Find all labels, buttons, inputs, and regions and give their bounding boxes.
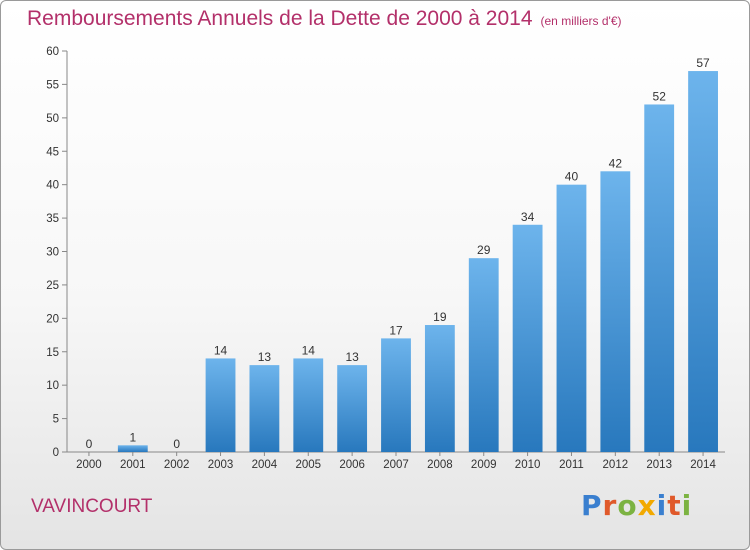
data-label: 19 <box>433 310 447 324</box>
chart-title-text: Remboursements Annuels de la Dette de 20… <box>27 7 533 30</box>
bar-2013 <box>644 104 675 452</box>
x-tick-label: 2003 <box>208 459 234 471</box>
x-tick-label: 2001 <box>120 459 146 471</box>
bar-2009 <box>468 258 499 452</box>
y-tick-label: 50 <box>46 113 59 125</box>
bar-2006 <box>337 365 368 452</box>
data-label: 17 <box>389 323 403 337</box>
y-tick-label: 25 <box>46 280 59 292</box>
x-tick-label: 2009 <box>471 459 497 471</box>
data-label: 1 <box>129 430 136 444</box>
y-tick-label: 15 <box>46 347 59 359</box>
x-tick-label: 2010 <box>515 459 541 471</box>
data-label: 0 <box>86 437 93 451</box>
bar-2001 <box>117 445 148 452</box>
logo-letter: P <box>581 489 603 522</box>
data-label: 52 <box>653 89 667 103</box>
logo-letter: t <box>667 489 682 522</box>
x-tick-label: 2007 <box>383 459 409 471</box>
x-tick-label: 2004 <box>252 459 278 471</box>
data-label: 29 <box>477 243 491 257</box>
commune-name: VAVINCOURT <box>31 496 153 517</box>
logo-letter: o <box>617 489 638 522</box>
x-tick-label: 2002 <box>164 459 190 471</box>
data-label: 0 <box>173 437 180 451</box>
bar-2011 <box>556 184 587 452</box>
x-tick-label: 2008 <box>427 459 453 471</box>
logo-letter: i <box>656 489 668 522</box>
y-tick-label: 40 <box>46 180 59 192</box>
x-tick-label: 2014 <box>690 459 716 471</box>
x-tick-label: 2012 <box>603 459 629 471</box>
logo-letter: r <box>602 489 618 522</box>
bar-2003 <box>205 358 236 452</box>
data-label: 42 <box>609 156 623 170</box>
chart-subtitle: (en milliers d'€) <box>540 14 622 28</box>
y-tick-label: 10 <box>46 380 59 392</box>
x-tick-label: 2011 <box>559 459 584 471</box>
x-tick-label: 2000 <box>76 459 102 471</box>
chart-title: Remboursements Annuels de la Dette de 20… <box>27 7 622 31</box>
y-tick-label: 5 <box>53 414 59 426</box>
x-tick-label: 2006 <box>339 459 365 471</box>
y-tick-label: 0 <box>53 447 59 459</box>
y-tick-label: 30 <box>46 247 59 259</box>
logo-letter: x <box>637 489 657 522</box>
x-tick-label: 2005 <box>295 459 321 471</box>
bar-2005 <box>293 358 324 452</box>
data-label: 13 <box>258 350 272 364</box>
x-tick-label: 2013 <box>646 459 672 471</box>
bar-2007 <box>381 338 411 452</box>
y-tick-label: 35 <box>46 213 59 225</box>
y-tick-label: 55 <box>46 79 59 91</box>
data-label: 57 <box>696 56 710 70</box>
data-label: 13 <box>345 350 359 364</box>
data-label: 14 <box>302 343 316 357</box>
proxiti-logo: Proxiti <box>581 489 692 522</box>
chart-bars <box>117 71 718 453</box>
bar-2008 <box>424 325 455 452</box>
data-label: 40 <box>565 170 579 184</box>
bar-2014 <box>688 71 718 453</box>
data-label: 14 <box>214 343 228 357</box>
bar-2004 <box>249 365 280 452</box>
bar-2012 <box>600 171 631 453</box>
y-tick-label: 60 <box>46 46 59 58</box>
y-tick-label: 45 <box>46 146 59 158</box>
chart-labels: 2000 0 2001 1 2002 0 2003 14 2004 13 2005 14 2006 13 2… <box>76 56 716 471</box>
y-tick-label: 20 <box>46 313 59 325</box>
logo-letter: i <box>681 489 693 522</box>
bar-2010 <box>512 224 543 452</box>
data-label: 34 <box>521 210 535 224</box>
